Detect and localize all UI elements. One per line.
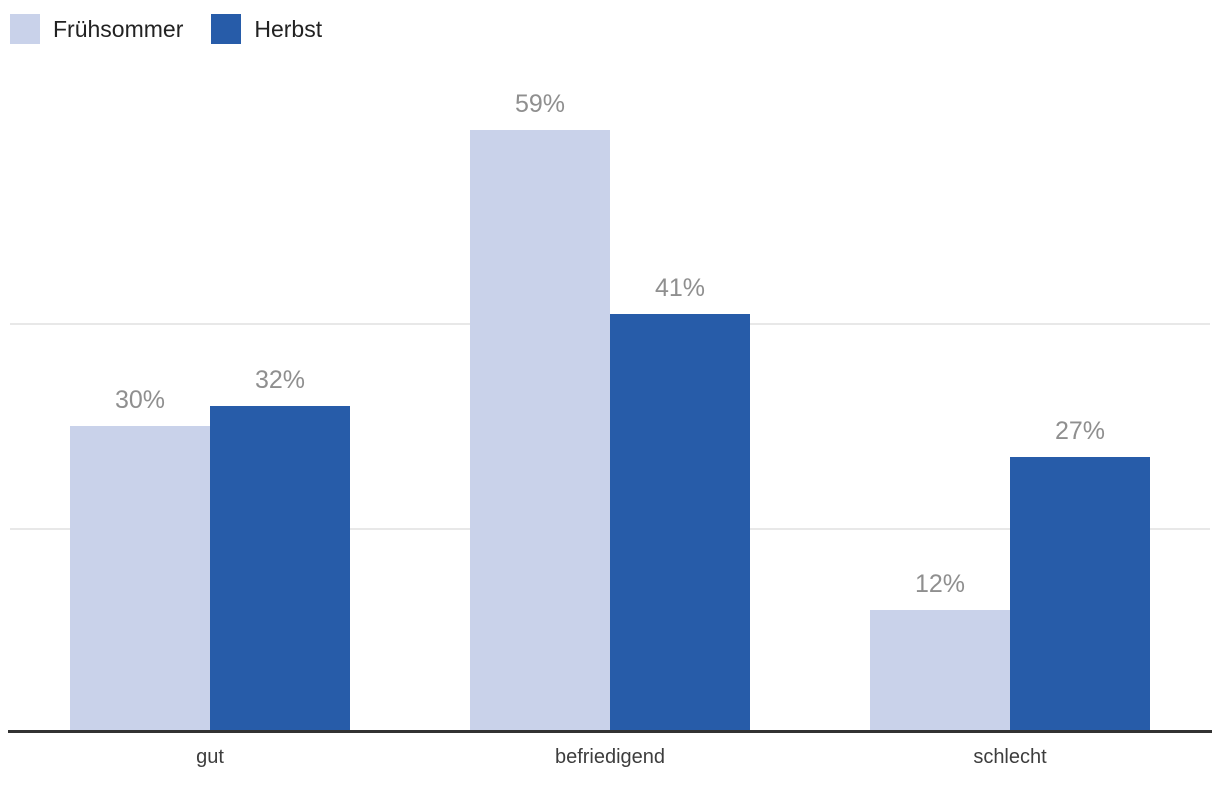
category-label-befriedigend: befriedigend xyxy=(554,746,666,768)
legend-label-fr-hsommer: Frühsommer xyxy=(53,16,184,42)
legend: Frühsommer Herbst xyxy=(10,14,350,44)
category-label-schlecht: schlecht xyxy=(973,746,1047,768)
x-axis-line xyxy=(8,730,1212,733)
value-label-fr-hsommer-schlecht: 12% xyxy=(914,570,966,598)
value-label-fr-hsommer-befriedigend: 59% xyxy=(514,90,566,118)
legend-swatch-herbst xyxy=(211,14,242,44)
bar-herbst-befriedigend xyxy=(610,314,750,733)
value-label-fr-hsommer-gut: 30% xyxy=(114,386,166,414)
bar-fr-hsommer-gut xyxy=(70,426,210,733)
legend-item-fr-hsommer: Frühsommer xyxy=(10,14,183,44)
category-label-gut: gut xyxy=(196,746,224,768)
legend-swatch-fr-hsommer xyxy=(10,14,40,44)
bar-herbst-gut xyxy=(210,406,350,733)
value-label-herbst-befriedigend: 41% xyxy=(654,274,706,302)
legend-label-herbst: Herbst xyxy=(254,16,323,42)
bar-fr-hsommer-befriedigend xyxy=(470,130,610,733)
legend-item-herbst: Herbst xyxy=(211,14,322,44)
bar-herbst-schlecht xyxy=(1010,457,1150,733)
bar-fr-hsommer-schlecht xyxy=(870,610,1010,733)
value-label-herbst-schlecht: 27% xyxy=(1054,417,1106,445)
value-label-herbst-gut: 32% xyxy=(254,366,306,394)
